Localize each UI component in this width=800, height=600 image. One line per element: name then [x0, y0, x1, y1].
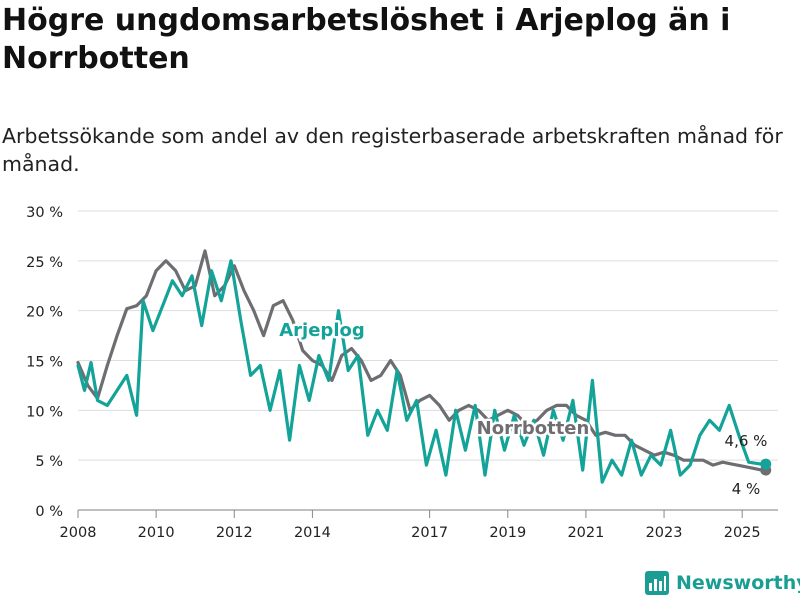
end-point-arjeplog [760, 458, 772, 470]
x-tick-label: 2008 [60, 525, 97, 541]
brand-name: Newsworthy [676, 572, 800, 594]
x-tick-label: 2017 [411, 525, 448, 541]
y-tick-label: 10 % [26, 404, 63, 420]
y-axis-ticks: 0 % 5 % 10 % 15 % 20 % 25 % 30 % [26, 205, 63, 520]
chart-title: Högre ungdomsarbetslöshet i Arjeplog än … [2, 3, 731, 76]
x-tick-label: 2012 [216, 525, 253, 541]
x-tick-label: 2023 [646, 525, 683, 541]
x-axis-ticks: 2008 2010 2012 2014 2017 2019 2021 2023 2025 [60, 510, 761, 541]
series-line-arjeplog [76, 259, 764, 484]
x-tick-label: 2014 [294, 525, 331, 541]
series-labels: 4 % 4,6 % Norrbotten Arjeplog [277, 318, 772, 498]
series-line-norrbotten [76, 249, 764, 472]
end-value-label-arjeplog: 4,6 % [725, 432, 768, 450]
y-tick-label: 5 % [35, 454, 63, 470]
bar-chart-icon [645, 571, 669, 595]
y-tick-label: 0 % [35, 504, 63, 520]
x-tick-label: 2025 [724, 525, 761, 541]
chart-subtitle: Arbetssökande som andel av den registerb… [2, 124, 783, 176]
x-tick-label: 2010 [138, 525, 175, 541]
series-name-label-arjeplog: Arjeplog [279, 320, 365, 341]
y-tick-label: 30 % [26, 205, 63, 221]
series-name-label-norrbotten: Norrbotten [477, 418, 590, 439]
x-tick-label: 2021 [567, 525, 604, 541]
newsworthy-logo: Newsworthy [644, 569, 800, 597]
end-value-label-norrbotten: 4 % [732, 480, 761, 498]
x-tick-label: 2019 [489, 525, 526, 541]
y-tick-label: 15 % [26, 355, 63, 371]
series-lines [76, 249, 764, 484]
y-tick-label: 20 % [26, 305, 63, 321]
y-tick-label: 25 % [26, 255, 63, 271]
